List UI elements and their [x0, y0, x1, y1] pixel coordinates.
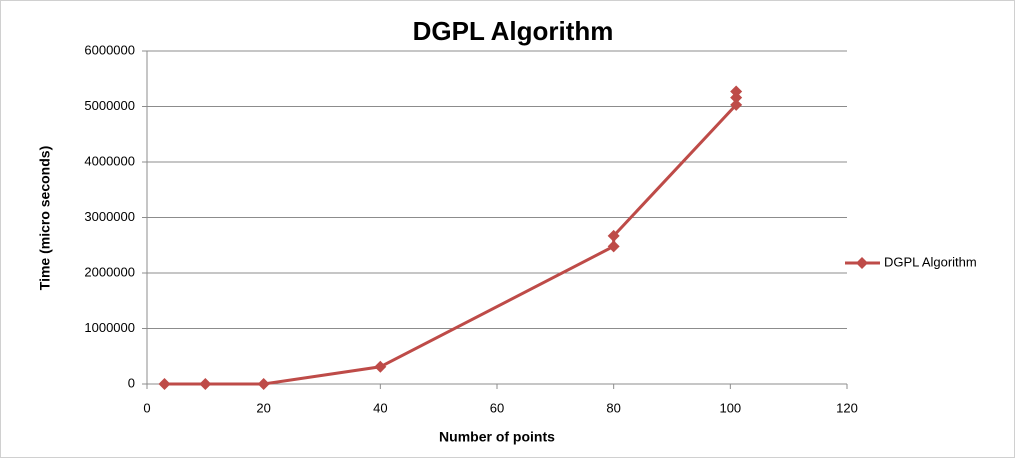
point: [730, 98, 743, 111]
x-axis-title: Number of points: [439, 429, 555, 445]
x-tick-label: 100: [719, 400, 741, 415]
y-tick-label: 1000000: [84, 320, 135, 335]
y-tick-label: 5000000: [84, 98, 135, 113]
point: [607, 229, 620, 242]
point: [199, 378, 212, 390]
point: [730, 85, 743, 98]
x-tick-label: 80: [606, 400, 620, 415]
y-tick-label: 2000000: [84, 264, 135, 279]
y-tick-label: 0: [128, 375, 135, 390]
point: [374, 360, 387, 373]
legend-label: DGPL Algorithm: [884, 254, 977, 269]
y-tick-label: 3000000: [84, 209, 135, 224]
point: [158, 378, 171, 390]
x-tick-label: 0: [143, 400, 150, 415]
x-tick-label: 20: [256, 400, 270, 415]
x-tick-label: 120: [836, 400, 858, 415]
y-axis-title: Time (micro seconds): [37, 146, 53, 290]
point: [730, 91, 743, 104]
y-tick-label: 4000000: [84, 153, 135, 168]
x-tick-label: 40: [373, 400, 387, 415]
point: [607, 240, 620, 253]
legend-marker: [856, 257, 868, 269]
y-tick-label: 6000000: [84, 42, 135, 57]
chart-title: DGPL Algorithm: [413, 16, 614, 46]
x-tick-label: 60: [490, 400, 504, 415]
point: [257, 378, 270, 390]
